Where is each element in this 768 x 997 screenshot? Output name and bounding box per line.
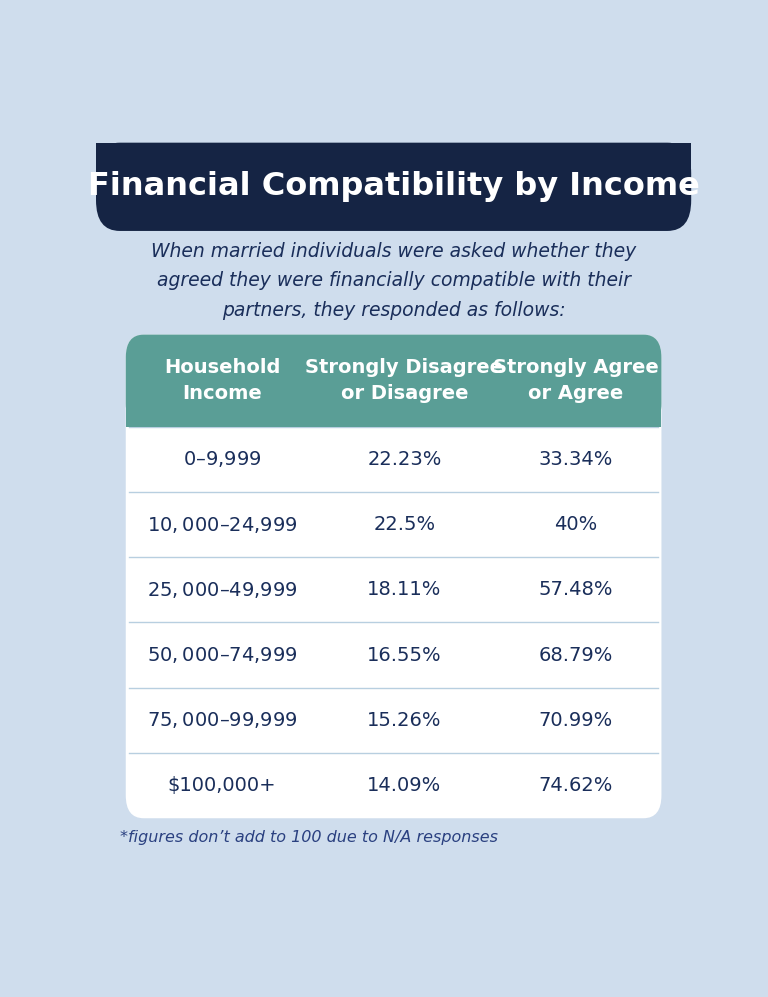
- Text: 22.23%: 22.23%: [367, 450, 442, 469]
- Text: 14.09%: 14.09%: [367, 776, 442, 796]
- Text: 33.34%: 33.34%: [538, 450, 613, 469]
- Text: 18.11%: 18.11%: [367, 580, 442, 599]
- Text: $10,000–$24,999: $10,000–$24,999: [147, 514, 297, 534]
- Text: 15.26%: 15.26%: [367, 711, 442, 730]
- Text: 22.5%: 22.5%: [373, 515, 435, 534]
- Text: When married individuals were asked whether they
agreed they were financially co: When married individuals were asked whet…: [151, 242, 636, 320]
- Text: $100,000+: $100,000+: [168, 776, 276, 796]
- Text: 68.79%: 68.79%: [538, 646, 613, 665]
- FancyBboxPatch shape: [126, 335, 661, 427]
- Text: 16.55%: 16.55%: [367, 646, 442, 665]
- Text: $50,000–$74,999: $50,000–$74,999: [147, 645, 297, 665]
- Text: $75,000–$99,999: $75,000–$99,999: [147, 710, 297, 731]
- Text: 57.48%: 57.48%: [538, 580, 613, 599]
- Text: Household
Income: Household Income: [164, 358, 280, 404]
- Text: 70.99%: 70.99%: [538, 711, 613, 730]
- Text: 74.62%: 74.62%: [538, 776, 613, 796]
- FancyBboxPatch shape: [126, 335, 661, 819]
- Text: *figures don’t add to 100 due to N/A responses: *figures don’t add to 100 due to N/A res…: [120, 830, 498, 844]
- Bar: [126, 385, 661, 427]
- Text: Strongly Disagree
or Disagree: Strongly Disagree or Disagree: [306, 358, 503, 404]
- Text: Financial Compatibility by Income: Financial Compatibility by Income: [88, 171, 700, 202]
- Bar: [96, 143, 691, 186]
- FancyBboxPatch shape: [96, 143, 691, 231]
- Text: $25,000–$49,999: $25,000–$49,999: [147, 580, 297, 600]
- Text: 40%: 40%: [554, 515, 598, 534]
- Text: Strongly Agree
or Agree: Strongly Agree or Agree: [493, 358, 659, 404]
- Text: $0–$9,999: $0–$9,999: [183, 450, 261, 470]
